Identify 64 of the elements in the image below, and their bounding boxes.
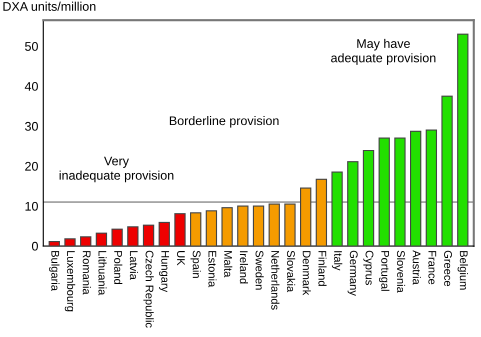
- x-tick-label: Bulgaria: [49, 251, 60, 291]
- x-tick-label: Poland: [114, 251, 122, 284]
- x-tick-label: UK: [176, 251, 185, 266]
- x-tick-label: Slovakia: [286, 250, 296, 292]
- x-tick-label: Finland: [318, 251, 327, 286]
- bar: [300, 188, 312, 246]
- bar: [64, 238, 76, 246]
- bar: [252, 205, 264, 246]
- annotation: May have adequate provision: [331, 38, 436, 65]
- annotation: Very inadequate provision: [60, 156, 174, 182]
- bar: [457, 34, 468, 246]
- x-tick-label: Greece: [444, 250, 452, 286]
- bar: [174, 213, 186, 246]
- x-tick-label: Malta: [224, 251, 232, 278]
- annotation: Borderline provision: [170, 116, 279, 128]
- x-tick-label: Romania: [82, 251, 91, 295]
- bar: [394, 138, 406, 246]
- y-tick-label: 30: [25, 122, 38, 131]
- bar: [426, 130, 438, 246]
- y-tick-label: 40: [24, 82, 38, 91]
- bar: [347, 161, 358, 246]
- bar: [221, 207, 233, 246]
- bar: [111, 228, 123, 246]
- bar: [284, 203, 296, 246]
- bar: [80, 236, 92, 246]
- bar: [268, 203, 280, 246]
- y-axis-title: DXA units/million: [3, 2, 96, 11]
- x-tick-label: Slovenia: [396, 250, 406, 293]
- y-tick-label: 10: [25, 202, 38, 211]
- bar: [410, 130, 422, 246]
- bar: [316, 178, 328, 246]
- bar: [158, 222, 170, 246]
- x-tick-label: Denmark: [302, 251, 311, 296]
- x-tick-label: Ireland: [240, 251, 248, 284]
- x-tick-label: Estonia: [208, 251, 217, 288]
- bar: [142, 224, 154, 246]
- bar: [378, 138, 390, 246]
- x-tick-label: Portugal: [379, 251, 390, 291]
- x-tick-label: Belgium: [458, 251, 468, 290]
- x-tick-label: Latvia: [130, 251, 138, 280]
- x-tick-label: Germany: [348, 250, 358, 296]
- bar: [331, 172, 343, 246]
- x-tick-label: Cyprus: [363, 250, 374, 285]
- bar: [441, 96, 453, 246]
- x-tick-label: Spain: [190, 250, 201, 278]
- y-tick-label: 0: [32, 242, 38, 251]
- y-tick-label: 20: [25, 162, 38, 171]
- bar: [96, 232, 108, 246]
- x-tick-label: Sweden: [256, 250, 264, 290]
- x-tick-label: Luxembourg: [64, 251, 76, 312]
- x-tick-label: Czech Republic: [143, 250, 154, 328]
- bar: [48, 241, 60, 246]
- y-tick-label: 50: [25, 42, 38, 51]
- bar: [190, 212, 202, 246]
- x-tick-label: Italy: [332, 251, 342, 271]
- x-tick-label: Lithuania: [98, 251, 107, 296]
- x-tick-label: Netherlands: [271, 251, 280, 310]
- x-tick-label: Austria: [412, 250, 421, 285]
- bar: [362, 150, 374, 246]
- bar: [237, 205, 248, 246]
- bar: [127, 226, 139, 246]
- bar: [206, 210, 218, 246]
- x-tick-label: Hungary: [159, 251, 170, 292]
- x-tick-label: France: [428, 251, 436, 284]
